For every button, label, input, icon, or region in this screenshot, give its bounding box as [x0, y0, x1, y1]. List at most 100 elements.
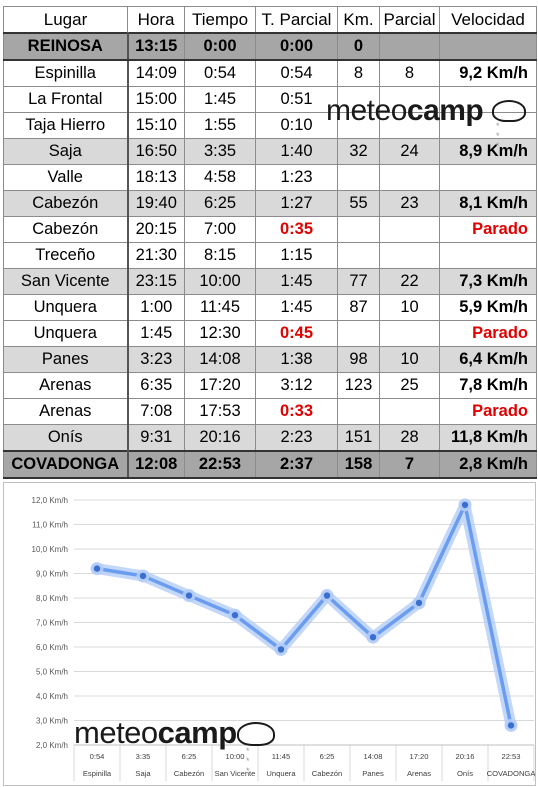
logo-text-meteo: meteo	[326, 94, 407, 127]
x-tick-label: 6:25	[182, 752, 197, 761]
cell-hora: 14:09	[127, 59, 185, 87]
cell-tiempo: 4:58	[184, 164, 256, 191]
cell-tiempo: 6:25	[184, 190, 256, 217]
data-point	[369, 634, 377, 641]
data-point	[93, 565, 101, 572]
cell-parcial: 7	[379, 450, 440, 479]
x-tick-label: COVADONGA	[487, 769, 535, 778]
snowflake-icon: * * *	[246, 746, 251, 776]
cell-t-parcial: 0:33	[255, 398, 338, 425]
cell-parcial: 28	[379, 424, 440, 452]
table-row: Onís 9:31 20:16 2:23 151 28 11,8 Km/h	[3, 424, 537, 452]
cell-t-parcial: 0:35	[255, 216, 338, 243]
x-tick-label: 17:20	[409, 752, 428, 761]
y-tick-label: 12,0 Km/h	[32, 496, 68, 505]
cell-hora: 6:35	[127, 372, 185, 399]
cell-t-parcial: 0:10	[255, 112, 338, 139]
cell-parcial	[379, 32, 440, 61]
data-point	[277, 646, 285, 653]
y-tick-label: 5,0 Km/h	[36, 668, 68, 677]
cell-t-parcial: 1:38	[255, 346, 338, 373]
cell-velocidad: Parado	[439, 216, 537, 243]
cell-parcial	[379, 398, 440, 425]
cell-velocidad: Parado	[439, 398, 537, 425]
logo-text-camp: camp	[406, 94, 484, 127]
cell-hora: 9:31	[127, 424, 185, 452]
cell-t-parcial: 3:12	[255, 372, 338, 399]
cell-parcial: 23	[379, 190, 440, 217]
cell-lugar: La Frontal	[3, 86, 129, 113]
cell-km: 123	[337, 372, 380, 399]
cell-velocidad: 8,9 Km/h	[439, 138, 537, 165]
x-tick-label: 3:35	[136, 752, 151, 761]
cell-t-parcial: 2:37	[255, 450, 338, 479]
cell-km: 32	[337, 138, 380, 165]
x-tick-label: Cabezón	[174, 769, 204, 778]
cloud-icon	[237, 722, 275, 746]
cell-lugar: Valle	[3, 164, 129, 191]
x-tick-label: Arenas	[407, 769, 431, 778]
table-row: Valle 18:13 4:58 1:23	[3, 164, 537, 191]
header-hora: Hora	[127, 6, 185, 34]
table-row: Unquera 1:45 12:30 0:45 Parado	[3, 320, 537, 347]
cell-lugar: COVADONGA	[3, 450, 129, 479]
cell-tiempo: 3:35	[184, 138, 256, 165]
cell-velocidad: 2,8 Km/h	[439, 450, 537, 479]
x-tick-label: 20:16	[455, 752, 474, 761]
y-tick-label: 6,0 Km/h	[36, 643, 68, 652]
cell-hora: 15:00	[127, 86, 185, 113]
cell-velocidad: 5,9 Km/h	[439, 294, 537, 321]
cell-lugar: Panes	[3, 346, 129, 373]
cell-km: 158	[337, 450, 380, 479]
x-tick-label: 6:25	[320, 752, 335, 761]
cell-lugar: Unquera	[3, 320, 129, 347]
cell-lugar: Onís	[3, 424, 129, 452]
table-row: REINOSA 13:15 0:00 0:00 0	[3, 32, 537, 61]
cell-tiempo: 0:54	[184, 59, 256, 87]
cell-velocidad: 9,2 Km/h	[439, 59, 537, 87]
cell-hora: 16:50	[127, 138, 185, 165]
cell-parcial: 10	[379, 346, 440, 373]
cell-t-parcial: 1:45	[255, 268, 338, 295]
cell-lugar: Taja Hierro	[3, 112, 129, 139]
cell-lugar: Treceño	[3, 242, 129, 269]
cell-parcial	[379, 320, 440, 347]
logo-text-camp: camp	[157, 715, 237, 750]
y-tick-label: 11,0 Km/h	[32, 521, 68, 530]
snowflake-icon: * * *	[496, 121, 501, 151]
cell-km	[337, 320, 380, 347]
table-body: REINOSA 13:15 0:00 0:00 0 Espinilla 14:09 0:54 0…	[3, 32, 537, 479]
table-row: Panes 3:23 14:08 1:38 98 10 6,4 Km/h	[3, 346, 537, 373]
cell-parcial: 22	[379, 268, 440, 295]
y-tick-label: 4,0 Km/h	[36, 692, 68, 701]
cell-lugar: Arenas	[3, 398, 129, 425]
cell-tiempo: 20:16	[184, 424, 256, 452]
cell-t-parcial: 1:45	[255, 294, 338, 321]
table-row: COVADONGA 12:08 22:53 2:37 158 7 2,8 Km/h	[3, 450, 537, 479]
cell-parcial: 10	[379, 294, 440, 321]
cell-t-parcial: 0:54	[255, 59, 338, 87]
table-row: Arenas 6:35 17:20 3:12 123 25 7,8 Km/h	[3, 372, 537, 399]
header-t-parcial: T. Parcial	[255, 6, 338, 34]
table-row: Treceño 21:30 8:15 1:15	[3, 242, 537, 269]
cell-parcial: 24	[379, 138, 440, 165]
cell-t-parcial: 1:23	[255, 164, 338, 191]
header-tiempo: Tiempo	[184, 6, 256, 34]
cell-t-parcial: 1:40	[255, 138, 338, 165]
cell-t-parcial: 0:51	[255, 86, 338, 113]
cell-km: 151	[337, 424, 380, 452]
meteocampo-logo-chart: meteocamp * * *	[74, 715, 275, 776]
cell-km	[337, 242, 380, 269]
header-parcial: Parcial	[379, 6, 440, 34]
x-tick-label: Onís	[457, 769, 473, 778]
cell-tiempo: 14:08	[184, 346, 256, 373]
speed-chart: 2,0 Km/h 3,0 Km/h 4,0 Km/h 5,0 Km/h 6,0 Km/h…	[3, 482, 536, 786]
cell-hora: 18:13	[127, 164, 185, 191]
cell-lugar: Arenas	[3, 372, 129, 399]
cell-tiempo: 1:45	[184, 86, 256, 113]
x-tick-label: Espinilla	[83, 769, 112, 778]
table-row: Unquera 1:00 11:45 1:45 87 10 5,9 Km/h	[3, 294, 537, 321]
cell-t-parcial: 0:00	[255, 32, 338, 61]
cell-parcial: 25	[379, 372, 440, 399]
data-point	[507, 722, 515, 729]
